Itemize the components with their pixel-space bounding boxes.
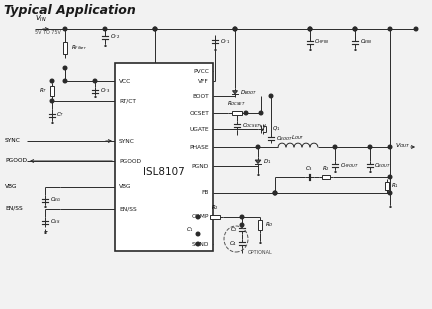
Text: $C_{BOOT}$: $C_{BOOT}$: [276, 134, 292, 143]
Text: $V_{IN}$: $V_{IN}$: [35, 14, 47, 24]
Bar: [322, 175, 330, 179]
Text: COMP: COMP: [191, 214, 209, 219]
Text: $D_{BOOT}$: $D_{BOOT}$: [239, 88, 257, 97]
Polygon shape: [232, 91, 238, 94]
Bar: [50, 86, 54, 96]
Text: VBG: VBG: [119, 184, 131, 189]
Text: SGND: SGND: [192, 242, 209, 247]
Text: FB: FB: [202, 191, 209, 196]
Circle shape: [153, 27, 157, 31]
Text: OPTIONAL: OPTIONAL: [248, 250, 273, 255]
Circle shape: [50, 99, 54, 103]
Circle shape: [50, 79, 54, 83]
Circle shape: [414, 27, 418, 31]
Text: 5V TO 75V: 5V TO 75V: [35, 30, 61, 35]
Text: PVCC: PVCC: [193, 69, 209, 74]
Text: PGND: PGND: [192, 163, 209, 168]
Bar: [232, 111, 242, 115]
Circle shape: [196, 215, 200, 219]
Text: $C_2$: $C_2$: [229, 225, 238, 234]
Text: $Q_1$: $Q_1$: [272, 125, 280, 133]
Circle shape: [153, 27, 157, 31]
Polygon shape: [255, 160, 261, 163]
Text: $C_{OCSET}$: $C_{OCSET}$: [241, 121, 260, 130]
Text: $C_3$: $C_3$: [305, 163, 313, 172]
Circle shape: [308, 27, 312, 31]
Text: $L_{OUT}$: $L_{OUT}$: [291, 133, 305, 142]
Circle shape: [273, 191, 277, 195]
Text: Typical Application: Typical Application: [4, 4, 136, 17]
Text: PGOOD: PGOOD: [119, 159, 141, 163]
Circle shape: [103, 27, 107, 31]
Text: $C_{F3}$: $C_{F3}$: [99, 87, 110, 95]
Bar: [258, 220, 262, 230]
Circle shape: [233, 27, 237, 31]
Text: $C_{BIN}$: $C_{BIN}$: [359, 38, 372, 46]
Text: BOOT: BOOT: [192, 94, 209, 99]
Circle shape: [308, 27, 312, 31]
Circle shape: [240, 215, 244, 219]
Circle shape: [196, 232, 200, 236]
Circle shape: [196, 242, 200, 246]
Text: ISL8107: ISL8107: [143, 167, 185, 177]
Text: RT/CT: RT/CT: [119, 99, 136, 104]
Text: VBG: VBG: [5, 184, 18, 188]
Text: $R_1$: $R_1$: [391, 182, 399, 190]
Text: PHASE: PHASE: [189, 145, 209, 150]
Text: $R_2$: $R_2$: [322, 164, 330, 173]
Bar: [210, 215, 220, 219]
Text: $R_O$: $R_O$: [265, 221, 273, 230]
Text: $C_{BOUT}$: $C_{BOUT}$: [375, 161, 391, 170]
Circle shape: [63, 27, 67, 31]
Text: $C_1$: $C_1$: [186, 225, 194, 234]
Text: $R_{OCSET}$: $R_{OCSET}$: [228, 99, 247, 108]
Text: OCSET: OCSET: [189, 111, 209, 116]
Circle shape: [388, 27, 392, 31]
Bar: [115, 63, 213, 251]
Circle shape: [273, 191, 277, 195]
Text: $C_4$: $C_4$: [229, 239, 238, 248]
Text: $R_{Filter}$: $R_{Filter}$: [71, 44, 87, 53]
Circle shape: [240, 223, 244, 227]
Text: SYNC: SYNC: [5, 138, 21, 142]
Circle shape: [93, 79, 97, 83]
Text: EN/SS: EN/SS: [5, 205, 23, 210]
Circle shape: [333, 145, 337, 149]
Text: VCC: VCC: [119, 78, 131, 83]
Text: $C_{HFOUT}$: $C_{HFOUT}$: [340, 161, 359, 170]
Circle shape: [388, 175, 392, 179]
Text: SYNC: SYNC: [119, 138, 135, 143]
Text: $C_{HPIN}$: $C_{HPIN}$: [314, 38, 330, 46]
Text: $R_T$: $R_T$: [39, 87, 47, 95]
Text: $C_{BG}$: $C_{BG}$: [50, 196, 61, 205]
Circle shape: [63, 66, 67, 70]
Circle shape: [259, 111, 263, 115]
Text: $C_{F2}$: $C_{F2}$: [109, 32, 120, 41]
Text: EN/SS: EN/SS: [119, 206, 137, 211]
Bar: [63, 42, 67, 54]
Text: $C_{F1}$: $C_{F1}$: [219, 37, 230, 46]
Bar: [385, 182, 389, 190]
Circle shape: [353, 27, 357, 31]
Text: VFF: VFF: [198, 78, 209, 83]
Text: $C_{SS}$: $C_{SS}$: [50, 218, 60, 226]
Circle shape: [244, 111, 248, 115]
Circle shape: [256, 145, 260, 149]
Circle shape: [388, 191, 392, 195]
Circle shape: [233, 27, 237, 31]
Text: $V_{OUT}$: $V_{OUT}$: [395, 142, 411, 150]
Text: $C_T$: $C_T$: [57, 111, 65, 120]
Circle shape: [269, 94, 273, 98]
Circle shape: [368, 145, 372, 149]
Text: PGOOD: PGOOD: [5, 158, 27, 163]
Circle shape: [353, 27, 357, 31]
Text: $R_2$: $R_2$: [211, 203, 219, 212]
Text: UGATE: UGATE: [189, 126, 209, 132]
Circle shape: [388, 145, 392, 149]
Text: $D_1$: $D_1$: [263, 158, 271, 167]
Circle shape: [63, 79, 67, 83]
